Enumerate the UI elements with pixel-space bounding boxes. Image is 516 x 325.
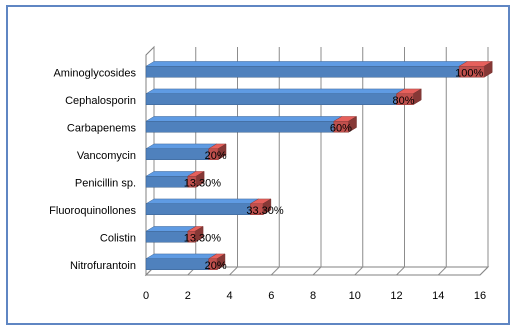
bar-main-top: [145, 253, 218, 259]
bar-main-front: [145, 148, 209, 160]
bar-main-top: [145, 171, 197, 177]
bar-main-top: [145, 88, 406, 94]
data-label: 33.30%: [246, 205, 284, 217]
x-tick-label: 0: [143, 290, 149, 302]
gridline-floor: [437, 266, 447, 276]
data-label: 60%: [330, 122, 352, 134]
x-tick-label: 10: [349, 290, 361, 302]
x-tick-label: 14: [432, 290, 444, 302]
bar-cap-front: [208, 258, 218, 270]
bar-main-front: [145, 66, 460, 78]
bar-cap-front: [396, 93, 414, 105]
gridline-floor: [270, 266, 280, 276]
category-label: Carbapenems: [67, 122, 137, 134]
gridline-floor: [354, 266, 364, 276]
bar-cap: [186, 171, 206, 188]
bar-main-top: [145, 61, 469, 67]
gridline-floor: [229, 266, 238, 276]
bar-cap-front: [458, 66, 485, 78]
data-label: 20%: [205, 260, 227, 272]
bar-main-top: [145, 226, 197, 232]
data-label: 13.30%: [184, 232, 222, 244]
category-label: Vancomycin: [77, 150, 136, 162]
bar-main-front: [145, 231, 188, 243]
bar-cap: [207, 253, 226, 271]
bar-main-front: [145, 93, 397, 105]
bar-cap-front: [250, 203, 264, 215]
bar-cap-front: [187, 231, 196, 243]
bar-main: [145, 88, 406, 106]
bar-main: [145, 198, 260, 216]
bars: [145, 61, 494, 271]
x-tick-label: 12: [390, 290, 402, 302]
category-label: Colistin: [100, 232, 136, 244]
category-label: Cephalosporin: [65, 95, 136, 107]
gridline-floor: [479, 266, 489, 276]
bar-main-top: [145, 116, 343, 122]
bar-cap: [186, 226, 204, 243]
bar-cap: [458, 61, 494, 78]
labels: Aminoglycosides 100% Cephalosporin 80% Carba…: [49, 67, 483, 272]
category-label: Nitrofurantoin: [70, 260, 136, 272]
bar-main-front: [145, 121, 335, 133]
category-label: Fluoroquinollones: [49, 205, 136, 217]
bar-main: [145, 116, 343, 133]
category-label: Penicillin sp.: [75, 177, 136, 189]
data-label: 100%: [455, 67, 483, 79]
gridline-floor: [312, 266, 322, 276]
bar-cap-front: [208, 148, 219, 160]
bar-cap-front: [333, 121, 349, 133]
data-label: 80%: [393, 95, 415, 107]
x-tick-label: 2: [185, 290, 191, 302]
bar-main-front: [145, 258, 209, 270]
data-label: 20%: [205, 150, 227, 162]
bar-cap: [249, 198, 272, 216]
x-tick-label: 6: [268, 290, 274, 302]
x-tick-label: 16: [474, 290, 486, 302]
bar-cap: [395, 88, 423, 106]
bar-cap: [207, 143, 227, 161]
bar-main-top: [145, 143, 218, 149]
x-tick-label: 8: [310, 290, 316, 302]
x-tick-label: 4: [226, 290, 232, 302]
bar-main-front: [145, 203, 251, 215]
bar-main-front: [145, 176, 188, 188]
bar-cap: [332, 116, 358, 133]
bar-main-top: [145, 198, 260, 204]
bar-main: [145, 61, 469, 78]
gridline-floor: [396, 266, 405, 276]
bar-cap-front: [187, 176, 197, 188]
category-label: Aminoglycosides: [53, 67, 136, 79]
data-label: 13.30%: [184, 177, 222, 189]
